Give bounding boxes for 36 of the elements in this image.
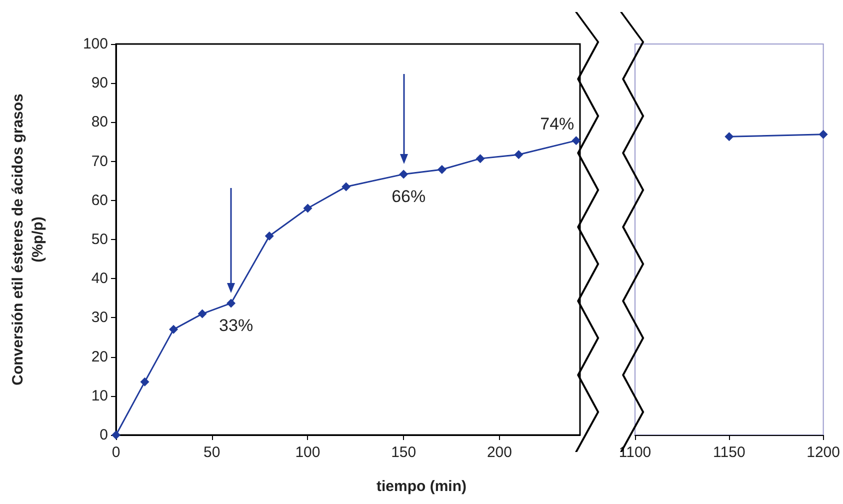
y-tick-label: 30 [91,309,108,326]
point [399,170,408,179]
x-tick-label: 150 [391,444,416,461]
annotation: 33% [219,316,254,336]
x-tick-label: 50 [204,444,220,461]
point [169,324,178,334]
x-tick-label: 200 [486,444,512,461]
y-tick-label: 70 [91,152,108,170]
y-tick-label: 80 [91,114,108,131]
x-tick-label: 0 [112,444,120,461]
point [303,204,312,213]
y-tick-label: 60 [91,192,108,209]
y-tick-label: 50 [91,231,108,248]
point [342,182,351,192]
point [572,136,581,146]
annotation: 66% [392,187,426,206]
x-tick-label: 100 [295,444,320,461]
point [264,231,274,240]
point [437,165,446,174]
point [514,150,524,160]
y-axis-title: Conversión etil ésteres de ácidos grasos (%p/p) [10,94,46,386]
y-tick-label: 10 [91,387,108,404]
y-tick-label: 0 [100,426,108,444]
y-tick-label: 90 [91,74,108,92]
point [198,309,207,318]
x-tick-label: 1100 [618,444,652,461]
x-axis-title: tiempo (min) [376,478,468,495]
point [226,298,236,308]
point [476,154,485,164]
y-tick-label: 20 [91,348,108,366]
x-tick-label: 1200 [806,444,840,461]
point [140,377,150,386]
y-tick-label: 40 [91,270,108,288]
annotation: 74% [540,114,574,134]
x-tick-label: 1150 [713,444,746,461]
y-tick-label: 100 [82,36,108,52]
